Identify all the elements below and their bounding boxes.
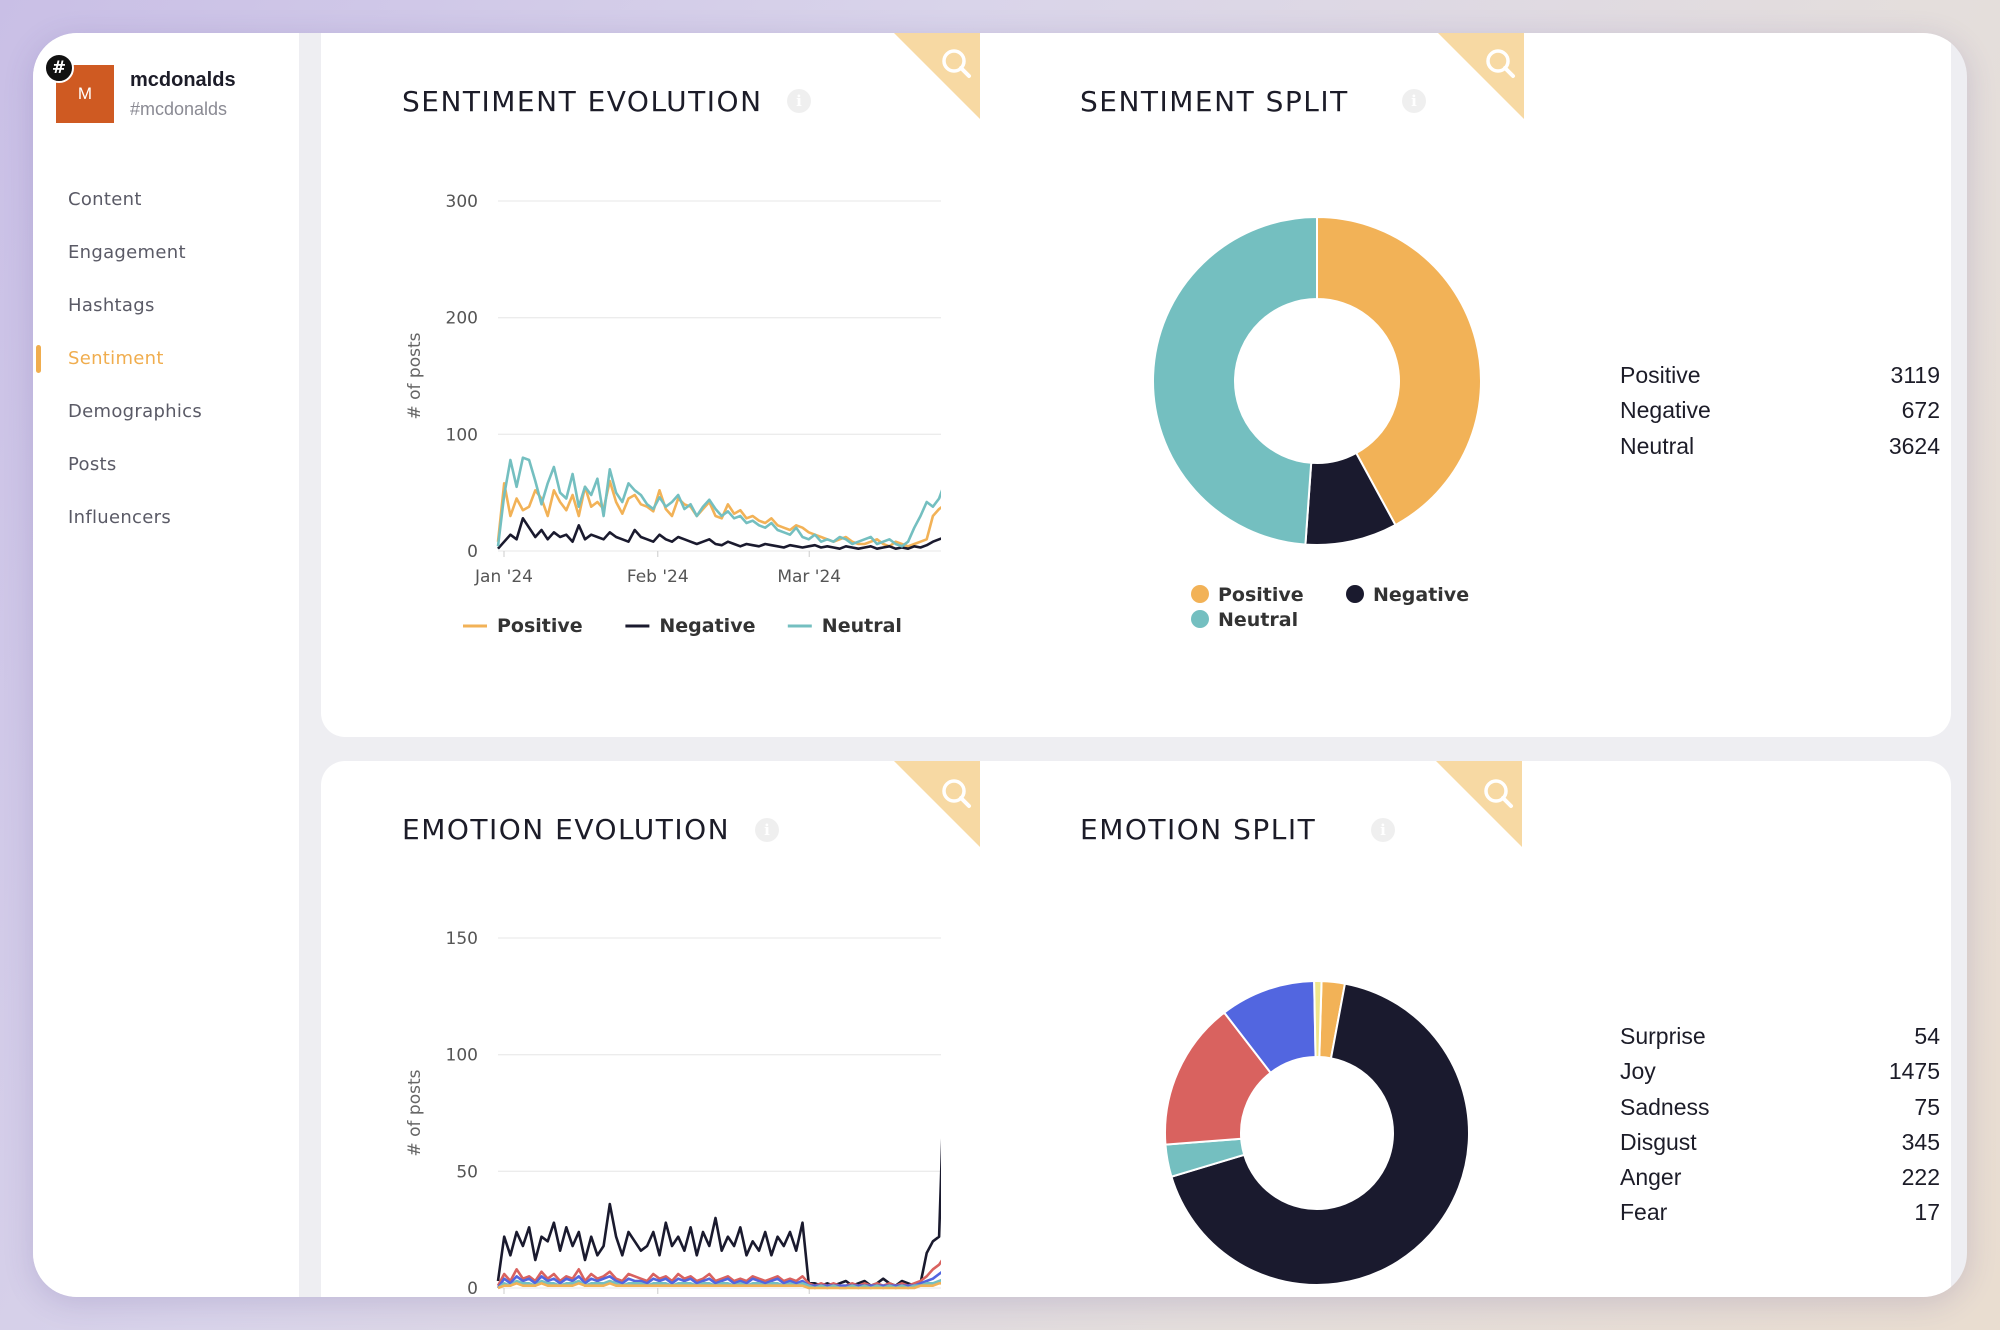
app-window: M # mcdonalds #mcdonalds Content Engagem…: [33, 33, 1967, 1297]
legend-label: Neutral: [822, 615, 902, 637]
stat-value: 345: [1901, 1128, 1940, 1155]
sidebar-nav: Content Engagement Hashtags Sentiment De…: [33, 173, 299, 544]
info-icon[interactable]: i: [1402, 89, 1426, 113]
y-axis-label: # of posts: [405, 1069, 425, 1156]
x-tick-label: Feb '24: [627, 567, 689, 587]
stat-row: Neutral 3624: [1620, 433, 1940, 468]
legend-swatch: [1346, 585, 1364, 603]
profile-name: mcdonalds: [130, 69, 236, 91]
hashtag-badge-icon: #: [44, 53, 74, 83]
series-line-#f2b257: [497, 1282, 941, 1290]
zoom-button-emotion-split[interactable]: [1436, 761, 1522, 847]
y-axis-label: # of posts: [405, 332, 425, 419]
donut-slice-surprise: [1318, 980, 1347, 1060]
stat-value: 1475: [1888, 1058, 1940, 1085]
donut-slice-anger: [1222, 980, 1317, 1075]
search-icon: [894, 761, 980, 847]
stat-row: Disgust 345: [1620, 1129, 1940, 1164]
stat-row: Joy 1475: [1620, 1058, 1940, 1093]
emotion-card: EMOTION EVOLUTION i EMOTION SPLIT i 0 50 1…: [321, 761, 1951, 1297]
sentiment-evolution-title: SENTIMENT EVOLUTION: [402, 85, 763, 118]
legend-label: Neutral: [1218, 609, 1298, 631]
sidebar-item-sentiment[interactable]: Sentiment: [33, 332, 299, 385]
stat-label: Negative: [1620, 397, 1711, 424]
zoom-button-emotion-evolution[interactable]: [894, 761, 980, 847]
stat-value: 3624: [1888, 432, 1940, 459]
sentiment-split-title: SENTIMENT SPLIT: [1080, 85, 1349, 118]
emotion-evolution-title: EMOTION EVOLUTION: [402, 813, 731, 846]
stat-label: Fear: [1620, 1199, 1668, 1226]
y-tick-label: 0: [467, 1279, 478, 1297]
y-tick-label: 100: [446, 1046, 478, 1066]
series-line-positive: [496, 479, 941, 548]
legend-label: Positive: [497, 615, 583, 637]
stat-value: 222: [1901, 1164, 1940, 1191]
x-tick-label: Jan '24: [474, 567, 533, 587]
donut-slice-joy: [1170, 982, 1470, 1286]
legend-label: Negative: [1373, 584, 1469, 606]
stat-row: Anger 222: [1620, 1164, 1940, 1199]
y-tick-label: 50: [456, 1162, 478, 1182]
stat-row: Fear 17: [1620, 1199, 1940, 1234]
sidebar-item-hashtags[interactable]: Hashtags: [68, 295, 155, 316]
donut-slice-disgust: [1164, 1011, 1273, 1146]
zoom-button-sentiment-split[interactable]: [1438, 33, 1524, 119]
y-tick-label: 0: [467, 542, 478, 562]
stat-value: 54: [1914, 1023, 1940, 1049]
stat-label: Anger: [1620, 1164, 1682, 1191]
legend-label: Positive: [1218, 584, 1304, 606]
y-tick-label: 300: [446, 192, 478, 212]
info-icon[interactable]: i: [787, 89, 811, 113]
donut-slice-sadness: [1164, 1137, 1246, 1178]
sentiment-card: SENTIMENT EVOLUTION i SENTIMENT SPLIT i …: [321, 33, 1951, 737]
sentiment-stats-table: Positive 3119 Negative 672 Neutral 3624: [1620, 362, 1940, 468]
stat-label: Neutral: [1620, 432, 1695, 459]
emotion-stats-table: Surprise 54 Joy 1475 Sadness 75 Disgust 345 …: [1620, 1023, 1940, 1235]
sidebar-item-content[interactable]: Content: [68, 189, 142, 210]
search-icon: [1438, 33, 1524, 119]
stat-label: Sadness: [1620, 1093, 1710, 1120]
sidebar-item-demographics[interactable]: Demographics: [68, 401, 203, 422]
stat-value: 3119: [1890, 362, 1940, 388]
series-line-neutral: [496, 456, 941, 548]
info-icon[interactable]: i: [1371, 818, 1395, 842]
sidebar-item-posts[interactable]: Posts: [68, 454, 117, 475]
stat-row: Sadness 75: [1620, 1094, 1940, 1129]
y-tick-label: 100: [446, 425, 478, 445]
stat-value: 672: [1901, 397, 1940, 424]
legend-swatch: [1191, 610, 1209, 628]
sidebar-item-influencers[interactable]: Influencers: [68, 507, 171, 528]
profile-handle: #mcdonalds: [130, 99, 228, 119]
stat-row: Positive 3119: [1620, 362, 1940, 397]
stat-row: Surprise 54: [1620, 1023, 1940, 1058]
stat-value: 17: [1914, 1199, 1940, 1226]
stat-label: Positive: [1620, 362, 1701, 388]
y-tick-label: 150: [446, 929, 478, 949]
donut-slice-negative: [1304, 451, 1397, 546]
legend-label: Negative: [659, 615, 755, 637]
series-line-#1a1a2e: [496, 1138, 941, 1287]
donut-slice-positive: [1316, 215, 1482, 527]
stat-label: Disgust: [1620, 1128, 1697, 1155]
stat-label: Surprise: [1620, 1023, 1706, 1049]
y-tick-label: 200: [446, 309, 478, 329]
search-icon: [894, 33, 980, 119]
info-icon[interactable]: i: [755, 818, 779, 842]
search-icon: [1436, 761, 1522, 847]
sidebar: M # mcdonalds #mcdonalds Content Engagem…: [33, 33, 299, 1297]
stat-row: Negative 672: [1620, 397, 1940, 432]
legend-swatch: [1191, 585, 1209, 603]
donut-slice-neutral: [1152, 215, 1318, 546]
sentiment-evolution-chart[interactable]: 0 100 200 300 Jan '24 Feb '24 Mar '24 # of post…: [321, 33, 941, 673]
zoom-button-sentiment-evolution[interactable]: [894, 33, 980, 119]
donut-slice-fear: [1313, 980, 1323, 1059]
series-line-negative: [497, 517, 941, 550]
x-tick-label: Mar '24: [777, 567, 841, 587]
sidebar-item-engagement[interactable]: Engagement: [68, 242, 186, 263]
stat-value: 75: [1914, 1093, 1940, 1120]
stat-label: Joy: [1620, 1058, 1656, 1085]
emotion-split-title: EMOTION SPLIT: [1080, 813, 1317, 846]
